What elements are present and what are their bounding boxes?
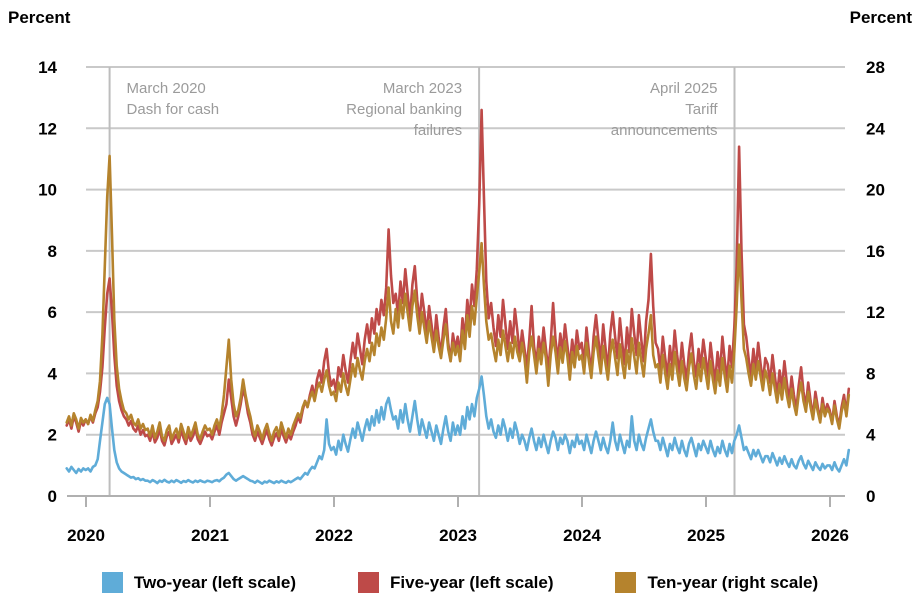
right-axis-tick-label: 28 (866, 58, 885, 77)
right-axis-tick-label: 24 (866, 119, 885, 138)
right-axis-tick-label: 12 (866, 303, 885, 322)
left-axis-tick-label: 14 (38, 58, 57, 77)
left-axis-tick-label: 0 (48, 487, 57, 506)
x-axis-tick-label: 2024 (563, 526, 601, 545)
ten-year-legend-label: Ten-year (right scale) (647, 572, 819, 592)
left-axis-tick-label: 2 (48, 426, 57, 445)
x-axis-tick-label: 2020 (67, 526, 105, 545)
right-axis-tick-label: 8 (866, 364, 875, 383)
yield-chart: 2020 2021 2022 2023 2024 2025 2026024681012140… (38, 58, 885, 545)
left-axis-tick-label: 6 (48, 303, 57, 322)
left-axis-tick-label: 8 (48, 242, 57, 261)
x-axis-tick-label: 2025 (687, 526, 725, 545)
event-annotation: March 2023 Regional banking failures (346, 80, 463, 139)
event-annotation: April 2025 Tariff announcements (610, 80, 718, 139)
right-axis-tick-label: 0 (866, 487, 875, 506)
left-axis-title: Percent (8, 8, 71, 27)
right-axis-tick-label: 20 (866, 181, 885, 200)
right-axis-title: Percent (849, 8, 912, 27)
x-axis-tick-label: 2021 (191, 526, 229, 545)
two-year-swatch (101, 572, 123, 593)
x-axis-tick-label: 2026 (811, 526, 849, 545)
right-axis-tick-label: 4 (866, 426, 876, 445)
left-axis-tick-label: 4 (48, 364, 58, 383)
legend-item-two-year: Two-year (left scale) (101, 572, 297, 593)
left-axis-tick-label: 10 (38, 181, 57, 200)
ten-year-swatch (615, 572, 637, 593)
legend-item-five-year: Five-year (left scale) (358, 572, 553, 593)
x-axis-tick-label: 2023 (439, 526, 477, 545)
five-year-line (65, 108, 851, 447)
ten-year-line (65, 154, 851, 443)
legend-item-ten-year: Ten-year (right scale) (615, 572, 818, 593)
five-year-legend-label: Five-year (left scale) (390, 572, 554, 592)
left-axis-tick-label: 12 (38, 119, 57, 138)
two-year-legend-label: Two-year (left scale) (133, 572, 297, 592)
x-axis-tick-label: 2022 (315, 526, 353, 545)
right-axis-tick-label: 16 (866, 242, 885, 261)
event-annotation: March 2020 Dash for cash (126, 80, 220, 118)
five-year-swatch (358, 572, 380, 593)
two-year-line (65, 375, 851, 486)
legend: Two-year (left scale) Five-year (left sc… (0, 572, 920, 593)
